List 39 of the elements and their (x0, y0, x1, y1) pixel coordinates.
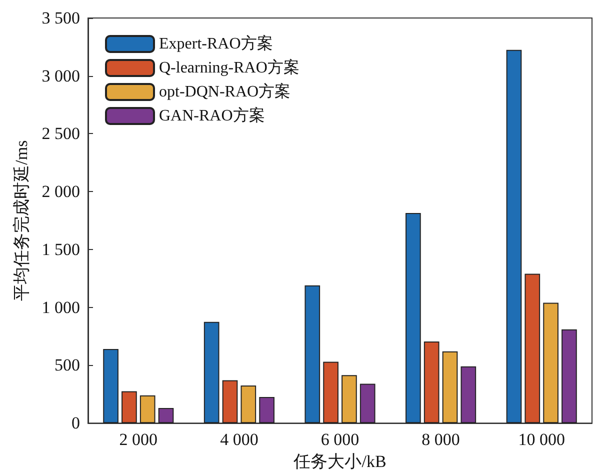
bar (406, 213, 421, 424)
bar (304, 285, 320, 424)
bar (259, 397, 274, 424)
bar (204, 322, 220, 424)
y-tick-label: 1 500 (42, 240, 80, 259)
bar (424, 342, 440, 424)
legend-label: GAN-RAO方案 (159, 106, 265, 124)
y-tick-label: 2 500 (42, 124, 80, 144)
bar (524, 274, 540, 424)
legend-label: Expert-RAO方案 (159, 34, 273, 52)
bar (442, 351, 458, 424)
bar (460, 366, 476, 424)
bar (342, 375, 357, 424)
x-tick-label: 4 000 (220, 430, 258, 450)
bar (122, 391, 137, 424)
y-tick-label: 500 (54, 356, 80, 375)
bar (562, 329, 577, 424)
y-tick-label: 3 500 (42, 8, 80, 28)
bar (140, 395, 156, 424)
x-axis-title: 任务大小/kB (292, 452, 386, 471)
y-tick-label: 0 (72, 414, 80, 433)
bar (506, 50, 522, 424)
y-tick-label: 3 000 (42, 66, 80, 86)
bar (543, 302, 558, 424)
legend-label: opt-DQN-RAO方案 (159, 82, 291, 100)
y-tick-label: 1 000 (42, 298, 80, 317)
x-tick-label: 2 000 (119, 430, 158, 450)
bar (240, 385, 256, 424)
y-tick-label: 2 000 (42, 182, 80, 202)
bar (360, 384, 376, 424)
bar (103, 349, 118, 424)
legend-label: Q-learning-RAO方案 (159, 58, 300, 76)
x-tick-label: 10 000 (518, 430, 565, 450)
x-tick-label: 6 000 (320, 430, 360, 450)
y-axis-title: 平均任务完成时延/ms (12, 140, 31, 301)
x-tick-label: 8 000 (422, 430, 460, 450)
bar (323, 362, 338, 424)
bar (222, 380, 238, 424)
bar (158, 408, 174, 424)
